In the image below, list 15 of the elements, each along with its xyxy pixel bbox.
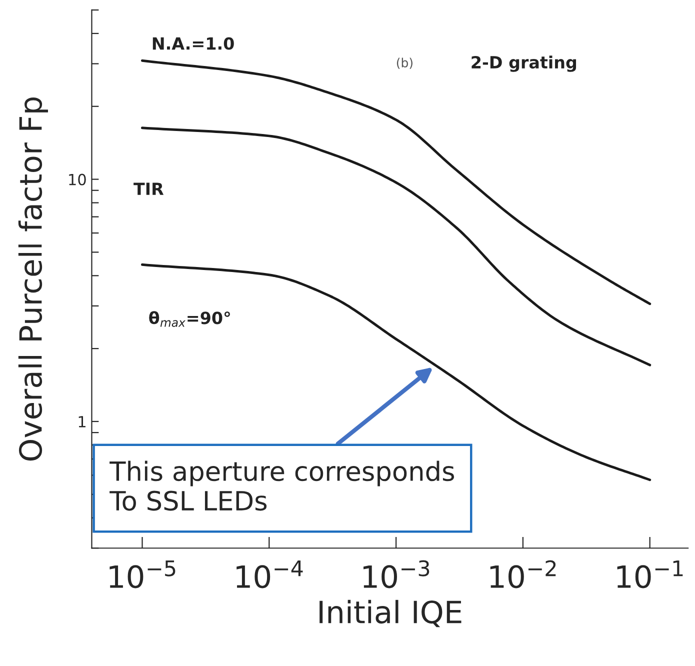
x-tick-label: 10$^{−5}$ [110, 560, 176, 588]
annotation: This aperture corresponds To SSL LEDs [110, 460, 454, 511]
y-axis-title: Overall Purcell factor Fp [18, 97, 48, 461]
x-tick-label: 10$^{−2}$ [490, 560, 556, 588]
x-tick-label: 10$^{−3}$ [364, 560, 430, 588]
annotation: N.A.=1.0 [152, 37, 234, 50]
annotation: θ$_{max}$=90° [149, 311, 230, 327]
x-tick-label: 10$^{−1}$ [617, 560, 683, 588]
annotation: 2-D grating [472, 56, 576, 72]
x-axis-title: Initial IQE [320, 600, 462, 628]
y-tick-label: 10 [69, 174, 86, 186]
y-tick-label: 1 [78, 416, 86, 428]
x-tick-label: 10$^{−4}$ [236, 560, 303, 588]
annotation: TIR [134, 182, 164, 195]
annotation: (b) [396, 58, 412, 69]
